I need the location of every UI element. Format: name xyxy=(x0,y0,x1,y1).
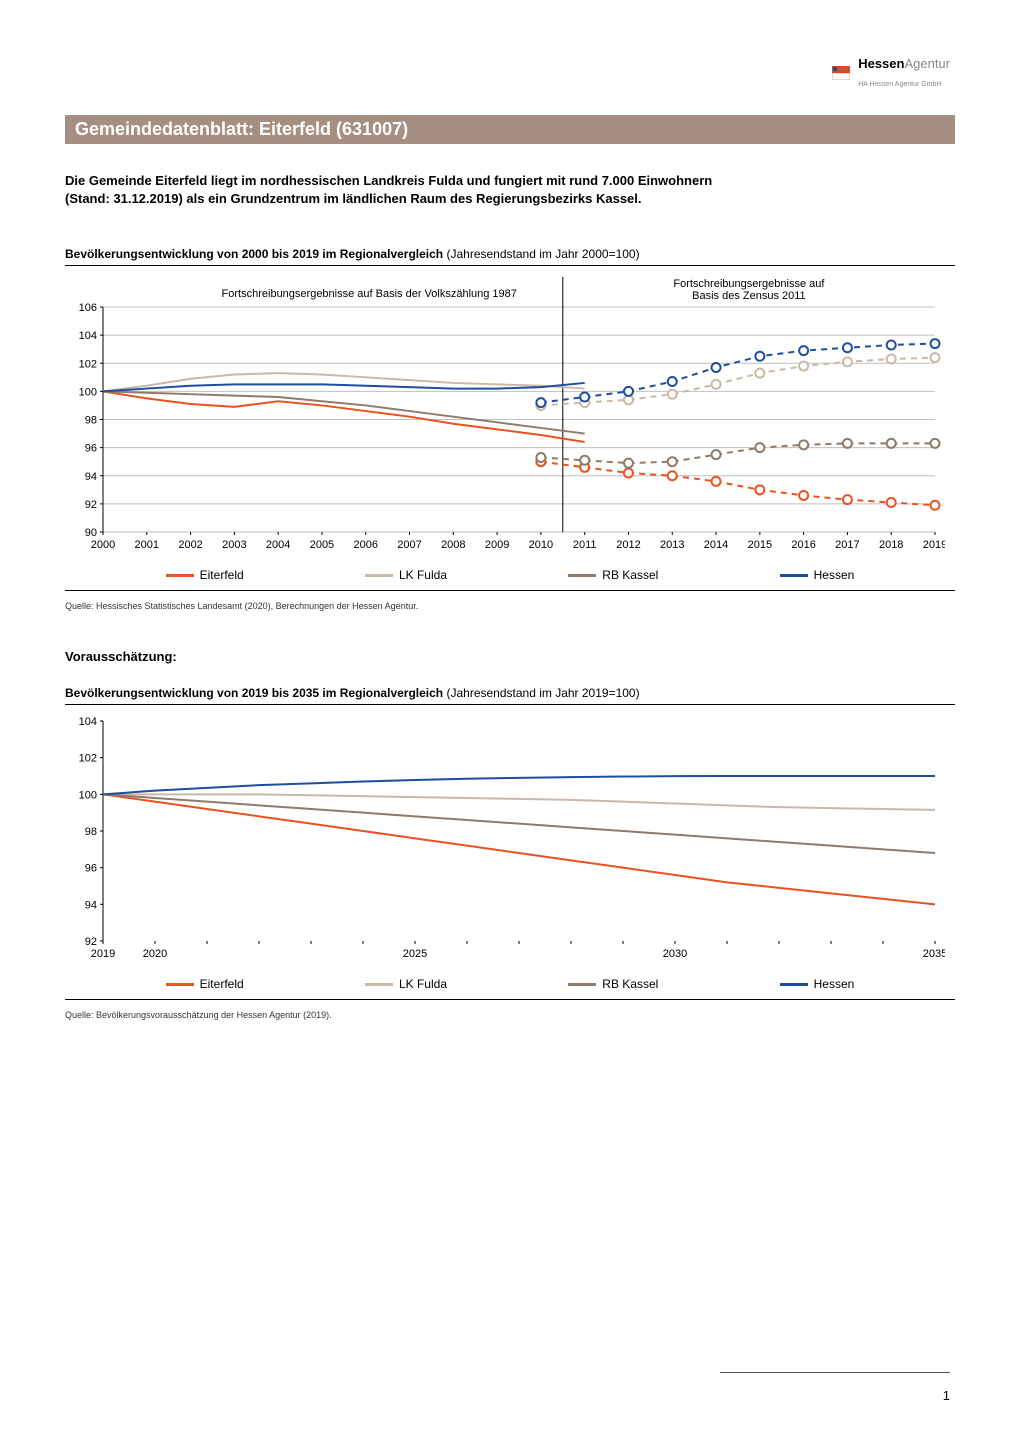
legend-item-RB Kassel: RB Kassel xyxy=(568,977,658,991)
chart2-source: Quelle: Bevölkerungsvorausschätzung der … xyxy=(65,1010,955,1020)
svg-text:2020: 2020 xyxy=(143,948,167,960)
svg-text:94: 94 xyxy=(85,471,97,483)
svg-text:102: 102 xyxy=(79,753,97,765)
chart1-legend: Eiterfeld LK Fulda RB Kassel Hessen xyxy=(65,562,955,584)
svg-text:2011: 2011 xyxy=(573,539,597,551)
svg-text:Basis des Zensus 2011: Basis des Zensus 2011 xyxy=(692,290,806,302)
svg-text:2002: 2002 xyxy=(178,539,202,551)
legend-item-LK Fulda: LK Fulda xyxy=(365,568,447,582)
svg-text:2035: 2035 xyxy=(923,948,945,960)
intro-paragraph: Die Gemeinde Eiterfeld liegt im nordhess… xyxy=(65,172,955,207)
svg-text:2005: 2005 xyxy=(310,539,334,551)
svg-text:2016: 2016 xyxy=(791,539,815,551)
logo-text: HessenAgentur xyxy=(858,56,950,71)
svg-text:2006: 2006 xyxy=(353,539,377,551)
forecast-label: Vorausschätzung: xyxy=(65,649,955,664)
chart2-container: 92 94 96 98 100 102 104 2019 2020 2025 2030 2035 Ei… xyxy=(65,704,955,1000)
chart1-svg: 90 92 94 96 98 100 102 104 106 2000 2001 2002 2003 20… xyxy=(65,272,945,562)
chart1-title: Bevölkerungsentwicklung von 2000 bis 201… xyxy=(65,247,955,261)
svg-text:90: 90 xyxy=(85,527,97,539)
svg-text:100: 100 xyxy=(79,789,97,801)
svg-text:2008: 2008 xyxy=(441,539,465,551)
svg-text:2004: 2004 xyxy=(266,539,290,551)
svg-text:96: 96 xyxy=(85,863,97,875)
svg-text:104: 104 xyxy=(79,716,97,728)
svg-text:2017: 2017 xyxy=(835,539,859,551)
legend-item-Eiterfeld: Eiterfeld xyxy=(166,568,244,582)
svg-text:2003: 2003 xyxy=(222,539,246,551)
chart2-svg: 92 94 96 98 100 102 104 2019 2020 2025 2030 2035 xyxy=(65,711,945,971)
svg-text:2012: 2012 xyxy=(616,539,640,551)
chart1-source: Quelle: Hessisches Statistisches Landesa… xyxy=(65,601,955,611)
brand-logo: HessenAgentur HA Hessen Agentur GmbH xyxy=(832,55,950,91)
page-number: 1 xyxy=(943,1388,950,1403)
svg-text:2015: 2015 xyxy=(748,539,772,551)
svg-text:Fortschreibungsergebnisse auf: Fortschreibungsergebnisse auf Basis der … xyxy=(222,288,517,300)
legend-item-RB Kassel: RB Kassel xyxy=(568,568,658,582)
chart2-title: Bevölkerungsentwicklung von 2019 bis 203… xyxy=(65,686,955,700)
svg-text:2030: 2030 xyxy=(663,948,687,960)
svg-text:92: 92 xyxy=(85,936,97,948)
svg-text:2009: 2009 xyxy=(485,539,509,551)
svg-text:2019: 2019 xyxy=(91,948,115,960)
chart1-container: 90 92 94 96 98 100 102 104 106 2000 2001 2002 2003 20… xyxy=(65,265,955,591)
svg-text:2007: 2007 xyxy=(397,539,421,551)
svg-text:Fortschreibungsergebnisse auf: Fortschreibungsergebnisse auf xyxy=(673,278,825,290)
logo-subtext: HA Hessen Agentur GmbH xyxy=(858,81,941,88)
svg-text:2025: 2025 xyxy=(403,948,427,960)
hessen-flag-icon xyxy=(832,66,850,80)
svg-text:102: 102 xyxy=(79,358,97,370)
svg-text:96: 96 xyxy=(85,443,97,455)
svg-text:98: 98 xyxy=(85,826,97,838)
chart2-legend: Eiterfeld LK Fulda RB Kassel Hessen xyxy=(65,971,955,993)
svg-text:98: 98 xyxy=(85,415,97,427)
legend-item-LK Fulda: LK Fulda xyxy=(365,977,447,991)
svg-text:100: 100 xyxy=(79,386,97,398)
svg-text:2018: 2018 xyxy=(879,539,903,551)
footer-rule xyxy=(720,1372,950,1373)
legend-item-Eiterfeld: Eiterfeld xyxy=(166,977,244,991)
svg-text:2001: 2001 xyxy=(135,539,159,551)
svg-text:2010: 2010 xyxy=(529,539,553,551)
legend-item-Hessen: Hessen xyxy=(780,568,855,582)
svg-text:106: 106 xyxy=(79,302,97,314)
svg-text:94: 94 xyxy=(85,899,97,911)
svg-text:2019: 2019 xyxy=(923,539,945,551)
svg-text:2014: 2014 xyxy=(704,539,728,551)
svg-text:92: 92 xyxy=(85,499,97,511)
svg-text:2013: 2013 xyxy=(660,539,684,551)
svg-text:104: 104 xyxy=(79,330,97,342)
legend-item-Hessen: Hessen xyxy=(780,977,855,991)
svg-text:2000: 2000 xyxy=(91,539,115,551)
page-title-bar: Gemeindedatenblatt: Eiterfeld (631007) xyxy=(65,115,955,144)
